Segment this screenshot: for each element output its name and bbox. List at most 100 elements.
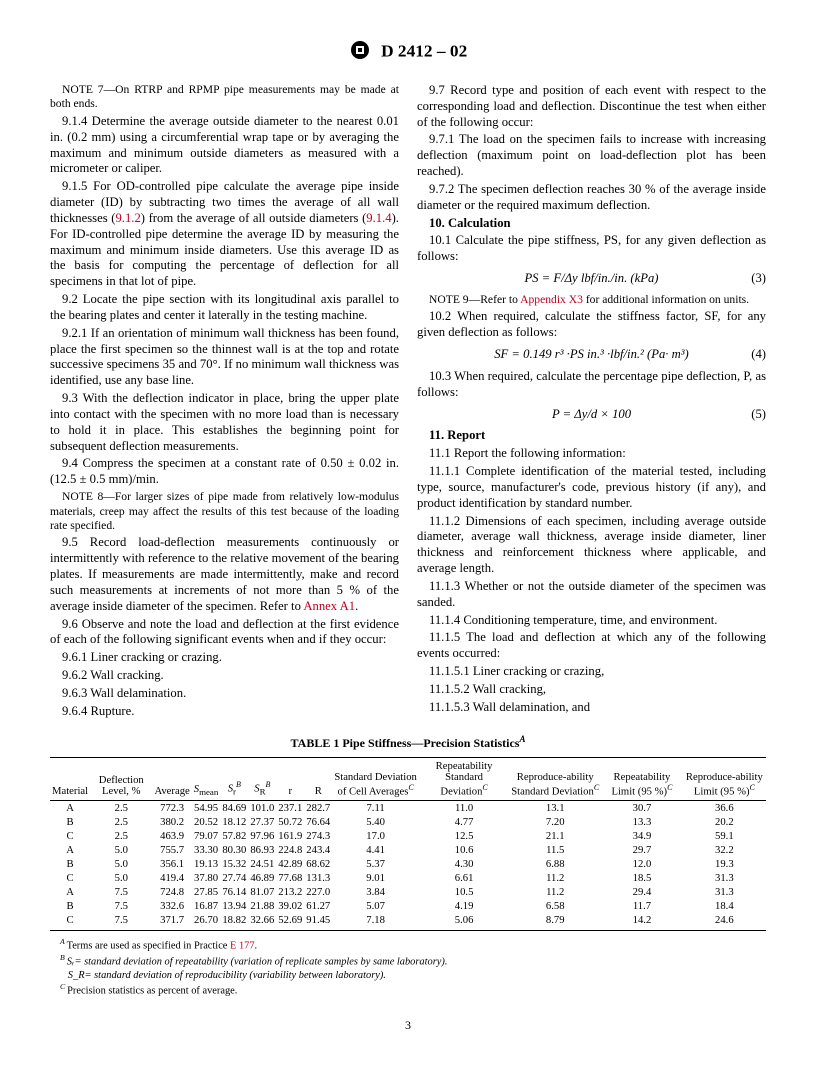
table-cell: 18.82: [220, 913, 248, 930]
footnote-c: C Precision statistics as percent of ave…: [50, 982, 766, 998]
table-cell: 5.0: [90, 857, 152, 871]
table-cell: 24.6: [683, 913, 766, 930]
table-cell: 46.89: [248, 871, 276, 885]
ref-912[interactable]: 9.1.2: [115, 211, 140, 225]
table-cell: 81.07: [248, 885, 276, 899]
table-cell: 4.19: [419, 899, 509, 913]
table-cell: 7.18: [332, 913, 419, 930]
table-cell: 371.7: [152, 913, 191, 930]
table-cell: 2.5: [90, 815, 152, 829]
table-col-11: Repeatability Limit (95 %)C: [601, 757, 683, 801]
table-cell: 4.77: [419, 815, 509, 829]
table-cell: 86.93: [248, 843, 276, 857]
table-cell: 32.2: [683, 843, 766, 857]
table-col-10: Reproduce-ability Standard DeviationC: [509, 757, 601, 801]
ref-914[interactable]: 9.1.4: [366, 211, 391, 225]
table-col-6: r: [276, 757, 304, 801]
table-cell: 356.1: [152, 857, 191, 871]
para-11153: 11.1.5.3 Wall delamination, and: [417, 700, 766, 716]
table-cell: 7.5: [90, 899, 152, 913]
table-cell: 243.4: [304, 843, 332, 857]
para-11151: 11.1.5.1 Liner cracking or crazing,: [417, 664, 766, 680]
table-cell: 12.0: [601, 857, 683, 871]
equation-5: P = Δy/d × 100(5): [417, 407, 766, 423]
table-cell: 11.7: [601, 899, 683, 913]
para-97: 9.7 Record type and position of each eve…: [417, 83, 766, 130]
table-cell: 29.4: [601, 885, 683, 899]
table-col-8: Standard Deviation of Cell AveragesC: [332, 757, 419, 801]
page-header: D 2412 – 02: [50, 40, 766, 65]
footnote-a: A Terms are used as specified in Practic…: [50, 937, 766, 953]
para-914: 9.1.4 Determine the average outside diam…: [50, 114, 399, 177]
table-cell: 5.0: [90, 843, 152, 857]
table-cell: C: [50, 913, 90, 930]
table-col-5: SRB: [248, 757, 276, 801]
table-cell: 91.45: [304, 913, 332, 930]
table-cell: 97.96: [248, 829, 276, 843]
table-row: A5.0755.733.3080.3086.93224.8243.44.4110…: [50, 843, 766, 857]
footnote-b1: B Sᵣ= standard deviation of repeatabilit…: [50, 953, 766, 969]
table-row: B7.5332.616.8713.9421.8839.0261.275.074.…: [50, 899, 766, 913]
ref-annex-a1[interactable]: Annex A1: [303, 599, 355, 613]
table-row: C5.0419.437.8027.7446.8977.68131.39.016.…: [50, 871, 766, 885]
section-11: 11. Report: [417, 428, 766, 444]
table-cell: 7.5: [90, 885, 152, 899]
table-cell: 9.01: [332, 871, 419, 885]
table-cell: 61.27: [304, 899, 332, 913]
table-cell: 31.3: [683, 885, 766, 899]
table-cell: 7.11: [332, 801, 419, 816]
table-cell: 12.5: [419, 829, 509, 843]
table-cell: 6.88: [509, 857, 601, 871]
para-963: 9.6.3 Wall delamination.: [50, 686, 399, 702]
table-cell: 5.37: [332, 857, 419, 871]
table-cell: 6.58: [509, 899, 601, 913]
note-9: NOTE 9—Refer to Appendix X3 for addition…: [417, 293, 766, 307]
table-col-9: Repeatability Standard DeviationC: [419, 757, 509, 801]
table-cell: 32.66: [248, 913, 276, 930]
table-cell: 24.51: [248, 857, 276, 871]
table-cell: A: [50, 801, 90, 816]
para-11152: 11.1.5.2 Wall cracking,: [417, 682, 766, 698]
table-cell: 52.69: [276, 913, 304, 930]
table-cell: 4.30: [419, 857, 509, 871]
table-cell: 80.30: [220, 843, 248, 857]
body-columns: NOTE 7—On RTRP and RPMP pipe measurement…: [50, 83, 766, 720]
equation-3: PS = F/Δy lbf/in./in. (kPa)(3): [417, 271, 766, 287]
table-cell: 10.5: [419, 885, 509, 899]
table-cell: 27.85: [192, 885, 221, 899]
para-921: 9.2.1 If an orientation of minimum wall …: [50, 326, 399, 389]
para-96: 9.6 Observe and note the load and deflec…: [50, 617, 399, 649]
table-cell: 17.0: [332, 829, 419, 843]
table-cell: 14.2: [601, 913, 683, 930]
table-cell: 18.5: [601, 871, 683, 885]
table-cell: 4.41: [332, 843, 419, 857]
table-cell: B: [50, 899, 90, 913]
table-cell: 131.3: [304, 871, 332, 885]
table-cell: 11.5: [509, 843, 601, 857]
table-cell: 11.0: [419, 801, 509, 816]
section-10: 10. Calculation: [417, 216, 766, 232]
para-93: 9.3 With the deflection indicator in pla…: [50, 391, 399, 454]
table-cell: 18.4: [683, 899, 766, 913]
table-cell: 29.7: [601, 843, 683, 857]
para-972: 9.7.2 The specimen deflection reaches 30…: [417, 182, 766, 214]
ref-appendix-x3[interactable]: Appendix X3: [520, 293, 583, 306]
ref-e177[interactable]: E 177: [230, 940, 255, 951]
table-cell: 755.7: [152, 843, 191, 857]
table-cell: A: [50, 885, 90, 899]
table-row: B2.5380.220.5218.1227.3750.7276.645.404.…: [50, 815, 766, 829]
table-cell: 10.6: [419, 843, 509, 857]
table-cell: A: [50, 843, 90, 857]
table-col-7: R: [304, 757, 332, 801]
para-101: 10.1 Calculate the pipe stiffness, PS, f…: [417, 233, 766, 265]
table-cell: 77.68: [276, 871, 304, 885]
para-964: 9.6.4 Rupture.: [50, 704, 399, 720]
table-cell: 11.2: [509, 885, 601, 899]
table-row: B5.0356.119.1315.3224.5142.8968.625.374.…: [50, 857, 766, 871]
table-cell: 21.1: [509, 829, 601, 843]
table-cell: 5.0: [90, 871, 152, 885]
table-col-12: Reproduce-ability Limit (95 %)C: [683, 757, 766, 801]
para-915: 9.1.5 For OD-controlled pipe calculate t…: [50, 179, 399, 290]
table-cell: 84.69: [220, 801, 248, 816]
table-cell: 11.2: [509, 871, 601, 885]
